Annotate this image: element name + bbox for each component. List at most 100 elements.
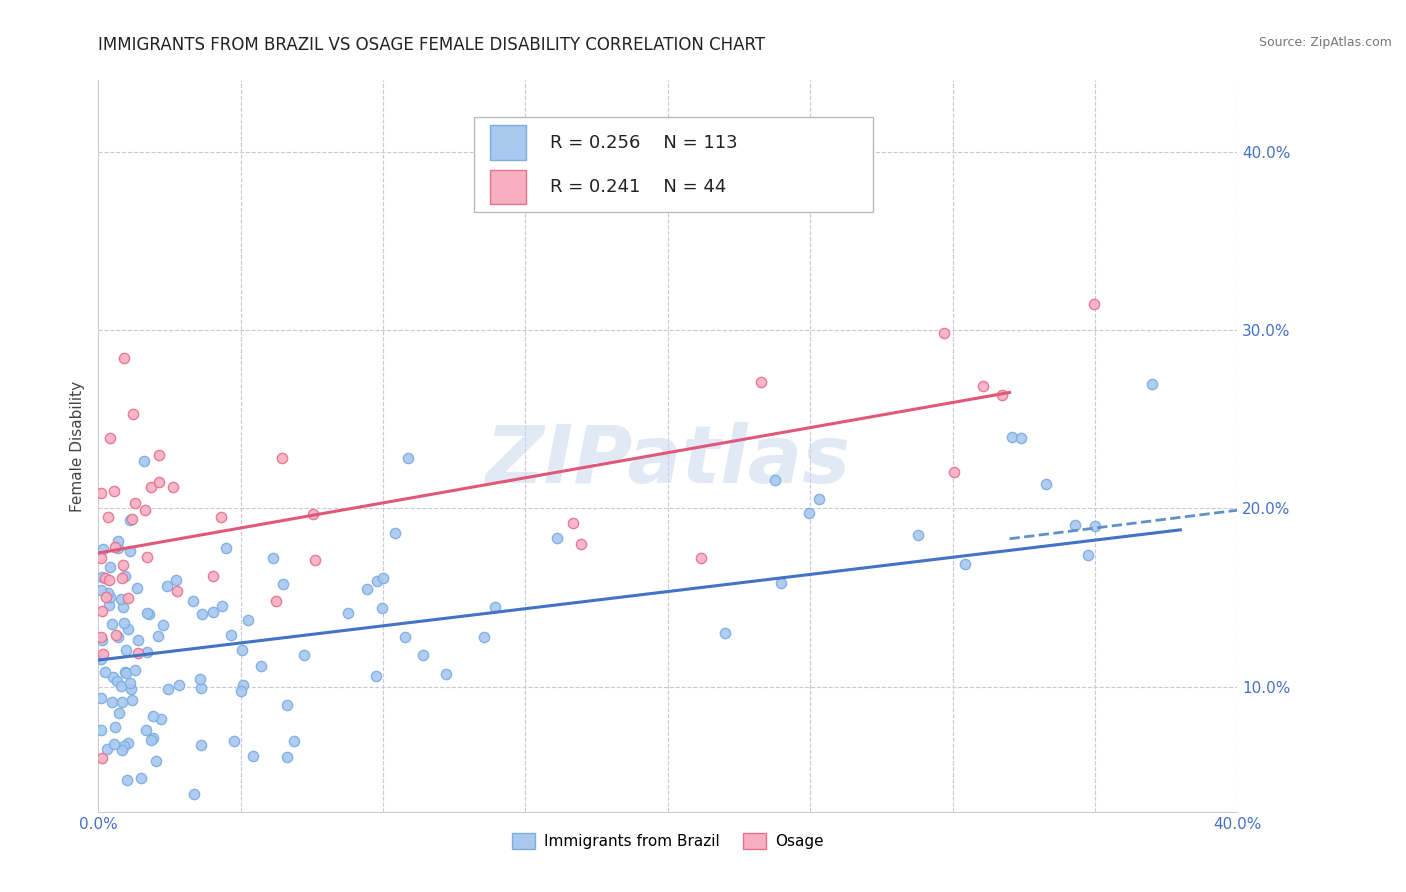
Point xyxy=(90,630,112,644)
Point xyxy=(394,630,416,644)
Point xyxy=(90,604,112,618)
Point xyxy=(148,448,170,462)
Point xyxy=(562,516,585,530)
Point xyxy=(713,626,735,640)
Point xyxy=(271,577,294,591)
Point xyxy=(97,573,120,587)
Point xyxy=(434,666,457,681)
Point xyxy=(1064,517,1087,532)
Point xyxy=(118,676,141,690)
Legend: Immigrants from Brazil, Osage: Immigrants from Brazil, Osage xyxy=(506,827,830,855)
Point xyxy=(955,557,977,571)
Text: ZIPatlas: ZIPatlas xyxy=(485,422,851,500)
Point xyxy=(134,454,156,468)
Point xyxy=(162,480,184,494)
Point xyxy=(991,388,1014,402)
Point xyxy=(127,632,149,647)
Point xyxy=(117,736,139,750)
Point xyxy=(166,584,188,599)
Point xyxy=(114,642,136,657)
Point xyxy=(472,630,495,644)
Point xyxy=(90,652,112,666)
Point xyxy=(110,591,132,606)
Point xyxy=(221,628,243,642)
Point xyxy=(191,607,214,622)
Point xyxy=(232,677,254,691)
Point xyxy=(90,723,112,737)
Point xyxy=(270,451,292,466)
Point xyxy=(107,541,129,556)
Point xyxy=(105,673,128,688)
Point xyxy=(942,466,965,480)
Point xyxy=(1010,432,1032,446)
Point xyxy=(366,574,388,589)
Point xyxy=(114,665,136,679)
Point xyxy=(236,613,259,627)
Point xyxy=(101,670,124,684)
Point xyxy=(302,508,325,522)
Point xyxy=(1084,518,1107,533)
Point xyxy=(139,480,162,494)
Point xyxy=(396,451,419,466)
Point xyxy=(156,681,179,696)
Point xyxy=(145,754,167,768)
Point xyxy=(107,534,129,549)
Point xyxy=(250,658,273,673)
Point xyxy=(97,598,120,612)
Point xyxy=(1001,430,1024,444)
Point xyxy=(283,734,305,748)
Point xyxy=(127,646,149,660)
Point xyxy=(121,407,143,421)
Point xyxy=(101,695,124,709)
Point xyxy=(138,607,160,622)
Point xyxy=(907,528,929,542)
Point xyxy=(103,737,125,751)
Point xyxy=(336,607,359,621)
Point xyxy=(115,666,138,681)
Point xyxy=(224,734,246,748)
Point xyxy=(146,629,169,643)
Point xyxy=(188,673,211,687)
Point xyxy=(110,679,132,693)
Point xyxy=(125,581,148,595)
Point xyxy=(96,509,118,524)
Point xyxy=(142,709,165,723)
Point xyxy=(183,787,205,801)
Point xyxy=(90,570,112,584)
Point xyxy=(103,720,125,734)
Point xyxy=(763,474,786,488)
Point xyxy=(98,559,121,574)
Point xyxy=(103,483,125,498)
Point xyxy=(201,605,224,619)
Point xyxy=(932,326,955,340)
Point xyxy=(124,496,146,510)
Point xyxy=(91,751,114,765)
Point xyxy=(1077,548,1099,562)
Point xyxy=(749,375,772,389)
Point xyxy=(364,669,387,683)
Point xyxy=(190,681,212,696)
Point xyxy=(98,431,121,445)
Point xyxy=(201,569,224,583)
Point xyxy=(100,617,122,632)
Point xyxy=(384,525,406,540)
Point xyxy=(94,571,117,585)
Point xyxy=(111,695,134,709)
Point xyxy=(690,551,713,566)
Point xyxy=(190,739,212,753)
Point xyxy=(264,593,287,607)
Point xyxy=(90,633,112,648)
Point xyxy=(1035,477,1057,491)
Point xyxy=(808,492,831,507)
Y-axis label: Female Disability: Female Disability xyxy=(69,380,84,512)
Point xyxy=(148,475,170,489)
Point xyxy=(799,506,821,520)
Point xyxy=(209,510,232,524)
Point xyxy=(121,512,143,526)
Point xyxy=(972,379,994,393)
Point xyxy=(156,579,179,593)
Point xyxy=(356,582,378,596)
Point xyxy=(167,678,190,692)
Point xyxy=(181,594,204,608)
Point xyxy=(90,582,112,597)
